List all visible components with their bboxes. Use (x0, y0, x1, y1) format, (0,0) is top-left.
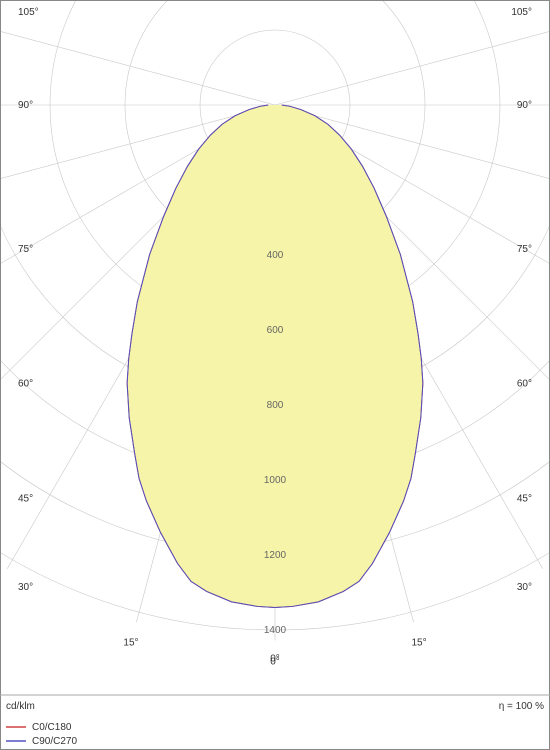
unit-label: cd/klm (6, 701, 35, 712)
polar-chart-container: 400 600 800 1000 1200 1400 15° 30° 45° 60° 75° 90° 1… (0, 0, 550, 750)
legend-label: C0/C180 (32, 722, 72, 733)
angular-tick-label: 45° (18, 494, 33, 505)
radial-tick-label: 1000 (264, 475, 287, 486)
angular-tick-label: 60° (517, 378, 532, 389)
angular-tick-label: 90° (517, 100, 532, 111)
angular-tick-label: 75° (517, 244, 532, 255)
angular-tick-label: 90° (18, 100, 33, 111)
legend-label: C90/C270 (32, 736, 77, 747)
angular-tick-label: 75° (18, 244, 33, 255)
radial-tick-label: 400 (267, 250, 284, 261)
angular-tick-label: 15° (123, 638, 138, 649)
angular-tick-label: 105° (511, 7, 532, 18)
angular-tick-label: 0° (270, 654, 280, 665)
radial-tick-label: 600 (267, 325, 284, 336)
angular-tick-label: 105° (18, 7, 39, 18)
angular-tick-label: 15° (411, 638, 426, 649)
polar-chart-svg: 400 600 800 1000 1200 1400 15° 30° 45° 60° 75° 90° 1… (0, 0, 550, 750)
angular-tick-label: 45° (517, 494, 532, 505)
angular-tick-label: 60° (18, 378, 33, 389)
radial-tick-label: 800 (267, 400, 284, 411)
angular-tick-label: 30° (517, 582, 532, 593)
radial-tick-label: 1200 (264, 550, 287, 561)
angular-tick-label: 30° (18, 582, 33, 593)
radial-tick-label: 1400 (264, 625, 287, 636)
efficiency-label: η = 100 % (499, 701, 544, 712)
